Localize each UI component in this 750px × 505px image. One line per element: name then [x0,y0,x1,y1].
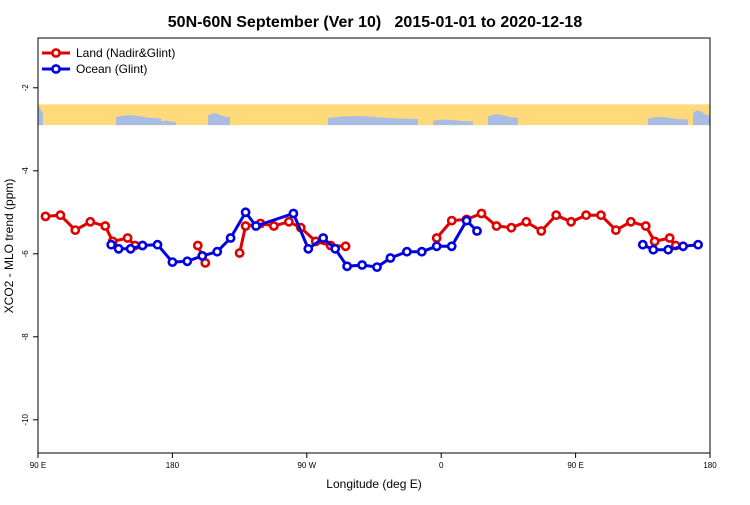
chart-title: 50N-60N September (Ver 10) 2015-01-01 to… [168,14,583,31]
data-point [640,221,651,231]
map-ocean-shape [328,116,418,126]
plot-frame [37,37,711,454]
x-axis: 90 E 180 90 W 0 90 E 180 [30,453,717,470]
legend: Land (Nadir&Glint) Ocean (Glint) [42,46,175,76]
map-ocean-shape [648,116,688,126]
data-point [385,253,396,263]
data-point [342,261,352,272]
x-axis-label: Longitude (deg E) [326,477,421,491]
data-point [197,250,208,261]
data-point [100,221,111,231]
data-point [401,246,412,257]
series-ocean [106,207,703,272]
data-point [649,236,660,247]
data-point [283,216,294,227]
data-point [268,221,279,231]
x-tick-label: 90 E [567,461,583,470]
map-ocean-shape [38,106,43,126]
data-point [340,241,351,252]
data-point [581,210,591,221]
data-point [611,225,621,235]
y-tick-label: -8 [21,333,30,341]
map-ocean-shape [488,114,518,126]
data-point [626,216,636,227]
data-point [288,208,299,219]
y-axis: -2 -4 -6 -8 -10 [21,84,38,426]
data-point [566,216,576,227]
legend-marker [51,48,61,58]
data-point [40,211,51,222]
data-point [357,260,367,270]
data-point [152,239,163,250]
y-tick-label: -4 [21,167,30,175]
map-ocean-shape [161,120,176,126]
data-point [122,233,133,243]
data-point [476,208,487,219]
map-ocean-shape [208,113,230,126]
legend-label: Land (Nadir&Glint) [76,46,175,60]
data-point [551,210,562,221]
series-land [40,208,681,268]
data-point [167,257,178,267]
series-layer [40,207,703,272]
data-point [85,216,96,227]
y-tick-label: -10 [21,413,30,425]
data-point [472,226,482,236]
world-map-strip [38,104,710,126]
data-point [678,241,688,252]
x-tick-label: 90 W [297,461,316,470]
data-point [637,239,648,250]
x-tick-label: 180 [166,461,180,470]
map-ocean-shape [433,119,473,126]
data-point [113,243,124,254]
data-point [648,244,659,255]
data-point [251,221,261,231]
legend-label: Ocean (Glint) [76,62,147,76]
x-tick-label: 180 [703,461,717,470]
data-point [318,233,329,243]
data-point [663,244,674,255]
data-point [431,233,442,243]
y-tick-label: -2 [21,84,30,92]
data-point [240,221,251,231]
data-point [461,215,472,226]
data-point [125,243,136,254]
data-point [212,246,223,257]
data-point [446,241,457,252]
data-point [596,210,606,221]
data-point [431,241,442,252]
data-point [303,243,314,254]
y-tick-label: -6 [21,250,30,258]
y-axis-label: XCO2 - MLO trend (ppm) [2,179,16,314]
map-ocean-shape [116,115,161,126]
data-point [446,215,457,226]
x-tick-label: 0 [439,461,444,470]
data-point [664,233,675,243]
legend-marker [51,64,61,74]
data-point [55,210,66,221]
data-point [693,239,703,250]
data-point [182,256,193,267]
series-line [110,209,479,269]
data-point [240,207,251,218]
data-point [192,240,203,251]
data-point [330,243,341,254]
map-ocean-shape [693,110,710,126]
data-point [234,248,245,258]
map-land-band [38,104,710,126]
data-point [106,239,117,250]
data-point [521,216,532,227]
data-point [70,225,81,235]
data-point [137,240,148,251]
data-point [225,233,236,243]
data-point [416,246,427,257]
x-tick-label: 90 E [30,461,46,470]
data-point [491,221,502,231]
data-point [372,262,382,272]
data-point [506,222,517,233]
data-point [536,226,547,236]
